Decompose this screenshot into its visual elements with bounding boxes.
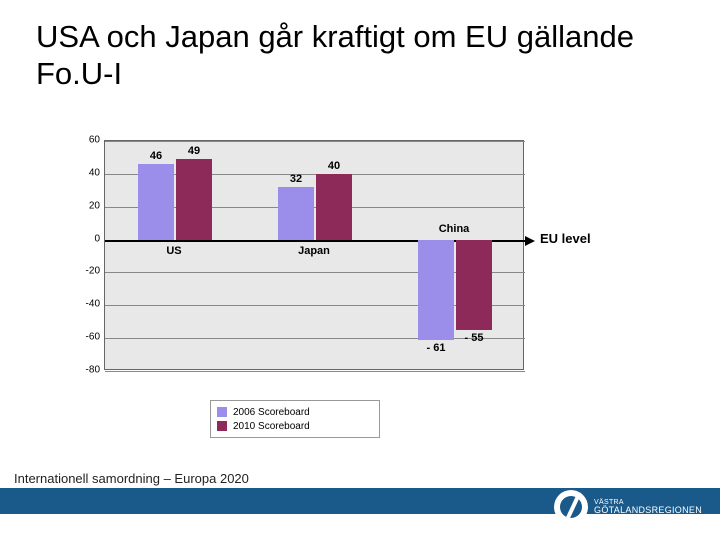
chart-bar-value: 40	[316, 160, 352, 172]
chart: 46493240- 61- 55 6040200-20-40-60-80 USJ…	[60, 140, 600, 440]
chart-bar	[316, 174, 352, 240]
chart-bar	[418, 240, 454, 340]
logo: VÄSTRA GÖTALANDSREGIONEN	[554, 490, 702, 524]
legend-item: 2006 Scoreboard	[217, 405, 373, 419]
chart-ytick-label: -60	[60, 332, 100, 343]
slide: USA och Japan går kraftigt om EU gälland…	[0, 0, 720, 540]
legend-item: 2010 Scoreboard	[217, 419, 373, 433]
chart-ytick-label: 60	[60, 135, 100, 146]
chart-bar-value: - 61	[418, 342, 454, 354]
chart-ytick-label: 0	[60, 233, 100, 244]
chart-ytick-label: -40	[60, 299, 100, 310]
chart-ytick-label: 40	[60, 167, 100, 178]
chart-bar-value: - 55	[456, 332, 492, 344]
eu-level-label: EU level	[540, 231, 591, 246]
chart-category-label: US	[166, 245, 181, 257]
chart-bar	[456, 240, 492, 330]
chart-bar-value: 46	[138, 150, 174, 162]
chart-bar	[176, 159, 212, 240]
chart-gridline	[105, 141, 525, 142]
legend-swatch	[217, 421, 227, 431]
chart-ytick-label: -80	[60, 365, 100, 376]
chart-bar	[278, 187, 314, 240]
logo-icon	[554, 490, 588, 524]
chart-category-label: China	[439, 223, 470, 235]
chart-category-label: Japan	[298, 245, 330, 257]
chart-bar-value: 32	[278, 173, 314, 185]
page-title: USA och Japan går kraftigt om EU gälland…	[36, 18, 690, 92]
legend-label: 2006 Scoreboard	[233, 407, 310, 418]
chart-legend: 2006 Scoreboard 2010 Scoreboard	[210, 400, 380, 438]
legend-swatch	[217, 407, 227, 417]
chart-bar-value: 49	[176, 145, 212, 157]
chart-bar	[138, 164, 174, 240]
logo-line2: GÖTALANDSREGIONEN	[594, 506, 702, 515]
logo-text: VÄSTRA GÖTALANDSREGIONEN	[594, 499, 702, 516]
chart-ytick-label: -20	[60, 266, 100, 277]
chart-ytick-label: 20	[60, 200, 100, 211]
footer-text: Internationell samordning – Europa 2020	[14, 471, 249, 486]
legend-label: 2010 Scoreboard	[233, 421, 310, 432]
chart-gridline	[105, 371, 525, 372]
